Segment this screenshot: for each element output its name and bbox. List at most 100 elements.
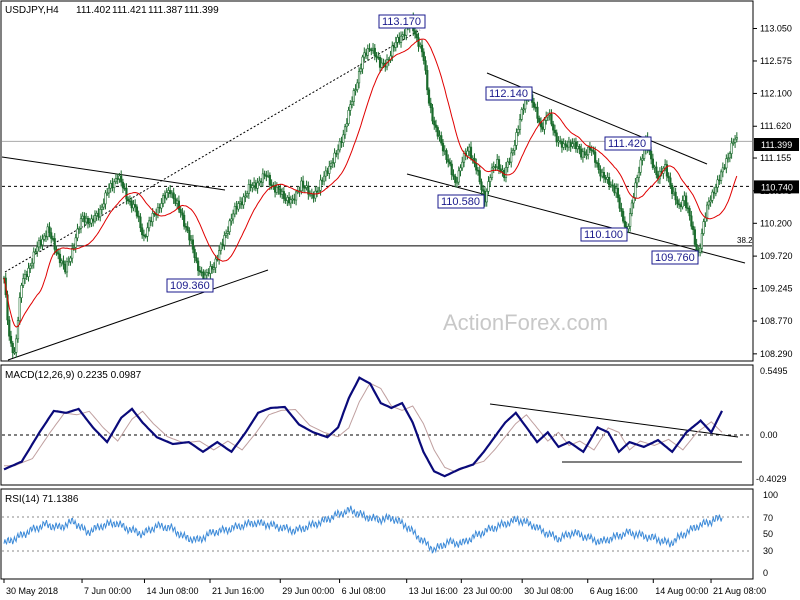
candle-body <box>144 235 147 238</box>
candle-body <box>707 201 710 206</box>
candle-body <box>347 110 350 124</box>
candle-body <box>433 120 436 126</box>
candle-body <box>700 233 703 249</box>
candle-body <box>85 217 88 223</box>
annotation-113-170-box <box>378 14 426 29</box>
price-level-box <box>754 180 799 194</box>
candle-body <box>496 159 499 168</box>
candle-body <box>183 214 186 227</box>
candle-body <box>415 33 418 39</box>
candle-body <box>370 49 373 52</box>
candle-body <box>128 200 132 203</box>
candle-body <box>142 234 146 237</box>
candle-body <box>613 185 616 194</box>
candle-body <box>655 166 658 176</box>
candle-body <box>67 261 70 263</box>
candle-body <box>232 213 235 220</box>
candle-body <box>158 206 161 209</box>
candle-body <box>141 227 144 236</box>
annotation-110-100-box <box>580 227 628 242</box>
candle-body <box>104 192 107 205</box>
candle-body <box>174 198 177 204</box>
candle-body <box>543 120 546 130</box>
candle-body <box>403 34 406 36</box>
fib-level-label: 38.2 <box>737 236 753 245</box>
candle-body <box>46 226 49 237</box>
candle-body <box>179 209 182 214</box>
candle-body <box>398 37 401 43</box>
candle-body <box>580 148 583 158</box>
candle-body <box>564 143 567 146</box>
candle-body <box>350 101 354 105</box>
candle-body <box>462 152 466 163</box>
candle-body <box>331 162 334 165</box>
candle-body <box>284 198 287 201</box>
rsi-tick-100: 100 <box>763 490 778 500</box>
candle-body <box>167 190 170 193</box>
time-axis-label: 7 Jun 00:00 <box>84 586 131 596</box>
candle-body <box>163 195 167 199</box>
candle-body <box>419 44 422 47</box>
candle-body <box>730 142 733 154</box>
candle-body <box>361 56 364 70</box>
candle-body <box>469 146 473 159</box>
candle-body <box>517 129 520 133</box>
trendline-dashed-rally <box>4 29 421 273</box>
candle-body <box>324 170 327 177</box>
candle-body <box>57 252 60 255</box>
candle-body <box>349 104 352 111</box>
candle-body <box>116 178 119 180</box>
candle-body <box>364 52 368 56</box>
candle-body <box>552 123 555 131</box>
candle-body <box>476 169 480 172</box>
candle-body <box>363 52 366 58</box>
candle-body <box>653 166 656 169</box>
candle-body <box>573 141 576 144</box>
candle-body <box>536 106 539 119</box>
candle-body <box>268 174 271 186</box>
annotation-110-100: 110.100 <box>584 229 623 241</box>
candle-body <box>322 175 326 182</box>
candle-body <box>111 183 114 189</box>
candle-body <box>275 186 278 193</box>
candle-body <box>679 204 682 208</box>
annotation-113-170: 113.170 <box>382 16 421 28</box>
candle-body <box>11 342 14 353</box>
candle-body <box>377 56 380 59</box>
candle-body <box>650 150 653 160</box>
candle-body <box>590 149 593 151</box>
candle-body <box>170 192 174 195</box>
candle-body <box>420 44 424 53</box>
candle-body <box>226 231 229 234</box>
candle-body <box>447 159 450 163</box>
candle-body <box>190 239 193 242</box>
candle-body <box>218 250 221 260</box>
candle-body <box>581 151 585 158</box>
candle-body <box>352 90 355 102</box>
time-axis-label: 21 Aug 08:00 <box>713 586 766 596</box>
candle-body <box>43 235 46 240</box>
candle-body <box>728 153 731 159</box>
candle-body <box>651 158 654 168</box>
candle-body <box>571 143 574 147</box>
candle-body <box>455 181 459 184</box>
candle-body <box>478 170 481 183</box>
candle-body <box>587 146 590 155</box>
candle-body <box>321 179 324 182</box>
candle-body <box>78 228 81 230</box>
candle-body <box>422 51 425 61</box>
candle-body <box>225 233 228 236</box>
time-axis-label: 21 Jun 16:00 <box>212 586 264 596</box>
price-axis-tick: 109.245 <box>760 284 793 294</box>
candle-body <box>440 135 443 144</box>
candle-body <box>50 232 53 239</box>
candle-body <box>726 157 730 160</box>
candle-body <box>58 253 62 264</box>
candle-body <box>445 150 448 160</box>
candle-body <box>308 193 312 196</box>
candle-body <box>627 226 630 230</box>
candle-body <box>335 152 338 155</box>
price-header-close: 111.399 <box>184 5 219 16</box>
price-axis-tick: 112.575 <box>760 56 792 66</box>
